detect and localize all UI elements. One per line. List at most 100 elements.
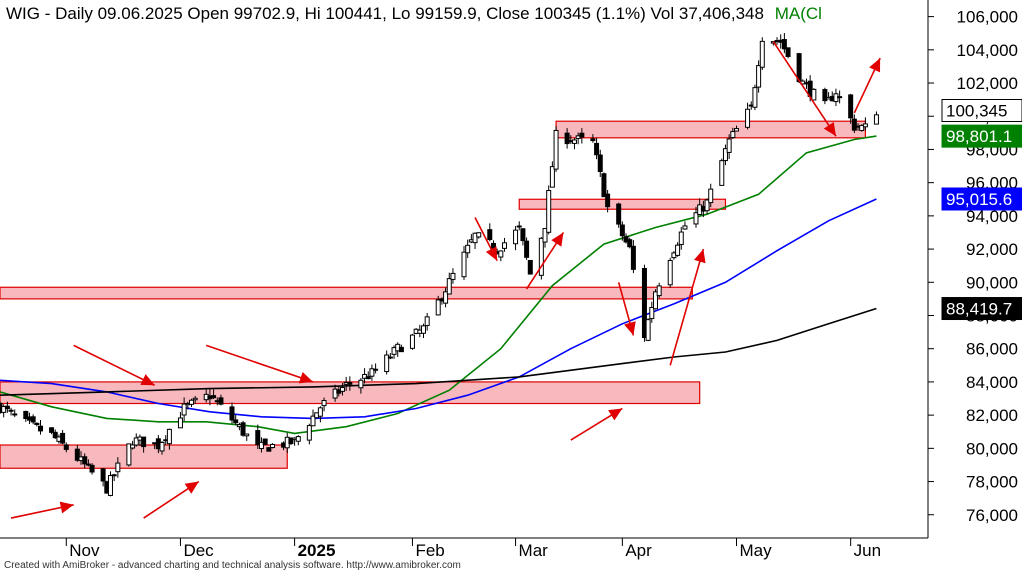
- zone-rect: [518, 198, 727, 210]
- candle-body: [63, 444, 69, 450]
- footer-credit: Created with AmiBroker - advanced charti…: [4, 560, 461, 571]
- candle-body: [520, 228, 526, 242]
- candle-body: [730, 131, 736, 139]
- x-tick-label: Apr: [625, 541, 652, 560]
- ma-line: [0, 307, 877, 396]
- candle-body: [141, 436, 147, 448]
- candle-body: [8, 409, 14, 412]
- candle-body: [450, 272, 456, 280]
- candle-body: [38, 425, 44, 432]
- candle-body: [255, 430, 261, 446]
- candle-body: [579, 132, 585, 138]
- candle-body: [498, 250, 504, 258]
- x-tick-label: Feb: [415, 541, 444, 560]
- candle-body: [85, 463, 91, 466]
- candle-body: [641, 268, 647, 339]
- candle-body: [837, 96, 843, 99]
- price-tag-box: [941, 297, 1022, 321]
- candle-body: [564, 132, 570, 145]
- moving-averages: [0, 135, 877, 435]
- candle-body: [693, 212, 699, 225]
- candle-body: [159, 442, 165, 452]
- arrow-head: [823, 122, 836, 137]
- candle-body: [594, 142, 600, 156]
- price-tag-label: 98,801.1: [946, 127, 1012, 146]
- candle-body: [859, 124, 865, 131]
- candle-body: [678, 231, 684, 246]
- candle-body: [233, 419, 239, 424]
- candle-body: [443, 291, 449, 304]
- candle-body: [52, 431, 58, 439]
- y-tick-label: 106,000: [957, 8, 1018, 27]
- candlesticks: [0, 33, 879, 497]
- candle-body: [30, 416, 36, 423]
- candle-body: [516, 225, 522, 228]
- arrow-head: [551, 232, 564, 247]
- candle-body: [781, 39, 787, 50]
- candle-body: [605, 193, 611, 208]
- candle-body: [211, 395, 217, 399]
- candle-body: [1, 406, 7, 413]
- candle-body: [115, 462, 121, 473]
- candle-body: [424, 316, 430, 326]
- candle-body: [719, 160, 725, 186]
- arrow-head: [869, 58, 881, 73]
- candle-body: [527, 259, 533, 275]
- y-tick-label: 92,000: [966, 240, 1018, 259]
- candle-body: [244, 433, 250, 437]
- candle-body: [358, 379, 364, 389]
- candle-body: [675, 244, 681, 256]
- candle-body: [295, 436, 301, 442]
- candle-body: [82, 456, 88, 465]
- annotation-arrow: [669, 248, 705, 366]
- header-text: WIG - Daily 09.06.2025 Open 99702.9, Hi …: [6, 4, 764, 23]
- candle-body: [188, 399, 194, 405]
- candle-body: [130, 444, 136, 449]
- arrow-head: [140, 374, 155, 386]
- candle-body: [756, 65, 762, 88]
- candle-body: [822, 89, 828, 102]
- y-tick-label: 102,000: [957, 74, 1018, 93]
- candle-body: [100, 468, 106, 482]
- candle-body: [310, 415, 316, 427]
- candle-body: [811, 88, 817, 101]
- arrow-head: [624, 321, 636, 336]
- candle-body: [177, 417, 183, 429]
- y-tick-label: 80,000: [966, 439, 1018, 458]
- zone-rect: [0, 286, 693, 300]
- candle-body: [133, 437, 139, 446]
- candle-body: [472, 232, 478, 244]
- candle-body: [465, 244, 471, 254]
- candle-body: [317, 407, 323, 417]
- candle-body: [597, 154, 603, 173]
- candle-body: [218, 397, 224, 405]
- candle-body: [553, 129, 559, 170]
- candle-body: [60, 432, 66, 444]
- candle-body: [420, 325, 426, 334]
- candle-body: [288, 437, 294, 445]
- candle-body: [726, 138, 732, 153]
- candle-body: [34, 422, 40, 425]
- candle-body: [734, 128, 740, 132]
- candle-body: [745, 108, 751, 128]
- price-tag-box: [941, 124, 1022, 148]
- support-resistance-zones: [0, 120, 866, 469]
- candle-body: [848, 94, 854, 119]
- zone-rect: [555, 120, 866, 139]
- candle-body: [166, 428, 172, 445]
- candle-body: [373, 368, 379, 371]
- candle-body: [446, 278, 452, 295]
- x-tick-label: 2025: [298, 541, 336, 560]
- x-tick-label: Nov: [69, 541, 100, 560]
- candle-body: [409, 334, 415, 349]
- y-tick-label: 82,000: [966, 406, 1018, 425]
- candle-body: [89, 464, 95, 473]
- candle-body: [549, 166, 555, 188]
- candle-body: [616, 203, 622, 225]
- candle-body: [652, 291, 658, 310]
- candle-body: [476, 232, 482, 238]
- candle-body: [513, 229, 519, 245]
- candle-body: [339, 387, 345, 392]
